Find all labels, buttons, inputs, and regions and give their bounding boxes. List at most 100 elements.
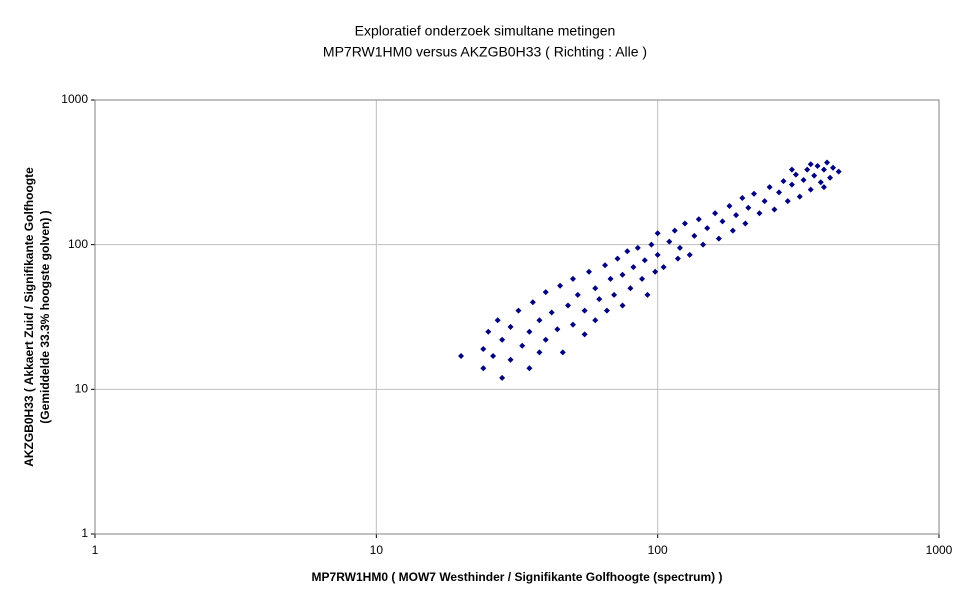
- data-point: [542, 289, 549, 296]
- data-point: [536, 349, 543, 356]
- data-point: [742, 220, 749, 227]
- data-point: [820, 166, 827, 173]
- data-point: [691, 232, 698, 239]
- data-point: [686, 251, 693, 258]
- y-tick-label: 10: [75, 382, 89, 396]
- data-point: [666, 238, 673, 245]
- data-point: [480, 365, 487, 372]
- data-point: [574, 291, 581, 298]
- data-point: [592, 317, 599, 324]
- data-point: [614, 255, 621, 262]
- data-point: [719, 218, 726, 225]
- data-point: [704, 225, 711, 232]
- data-point: [624, 248, 631, 255]
- data-point: [519, 342, 526, 349]
- data-point: [559, 349, 566, 356]
- data-point: [824, 159, 831, 166]
- x-tick-label: 100: [648, 543, 668, 557]
- data-point: [585, 268, 592, 275]
- y-tick-label: 1: [81, 526, 88, 540]
- y-axis-title: AKZGB0H33 ( Akkaert Zuid / Signifikante …: [22, 167, 36, 467]
- data-point: [671, 227, 678, 234]
- data-point: [788, 166, 795, 173]
- data-point: [529, 299, 536, 306]
- data-point: [751, 190, 758, 197]
- data-point: [581, 307, 588, 314]
- data-point: [607, 275, 614, 282]
- data-point: [490, 352, 497, 359]
- x-tick-label: 10: [370, 543, 384, 557]
- data-point: [499, 374, 506, 381]
- y-axis-title: (Gemiddelde 33.3% hoogste golven) ): [38, 210, 52, 423]
- data-point: [639, 275, 646, 282]
- data-point: [827, 174, 834, 181]
- plot-border: [94, 99, 940, 535]
- data-point: [807, 186, 814, 193]
- data-point: [695, 216, 702, 223]
- data-point: [766, 184, 773, 191]
- x-tick-label: 1000: [926, 543, 953, 557]
- data-point: [796, 193, 803, 200]
- y-tick-label: 100: [68, 237, 88, 251]
- data-point: [771, 206, 778, 213]
- data-point: [480, 346, 487, 353]
- data-point: [792, 171, 799, 178]
- data-point: [619, 302, 626, 309]
- data-point: [611, 291, 618, 298]
- data-point: [788, 181, 795, 188]
- data-point: [564, 302, 571, 309]
- data-point: [630, 264, 637, 271]
- data-point: [676, 244, 683, 251]
- data-point: [784, 198, 791, 205]
- data-point: [548, 309, 555, 316]
- data-point: [820, 184, 827, 191]
- data-point: [581, 331, 588, 338]
- data-point: [596, 296, 603, 303]
- data-point: [542, 336, 549, 343]
- data-point: [554, 326, 561, 333]
- data-point: [780, 178, 787, 185]
- data-point: [644, 291, 651, 298]
- x-tick-label: 1: [92, 543, 99, 557]
- data-point: [745, 204, 752, 211]
- x-axis-title: MP7RW1HM0 ( MOW7 Westhinder / Signifikan…: [312, 570, 723, 584]
- data-point: [485, 328, 492, 335]
- data-point: [807, 161, 814, 168]
- data-point: [569, 275, 576, 282]
- data-point: [494, 317, 501, 324]
- data-point: [652, 268, 659, 275]
- data-point: [569, 321, 576, 328]
- data-point: [681, 220, 688, 227]
- data-point: [536, 317, 543, 324]
- data-point: [739, 195, 746, 202]
- data-point: [712, 210, 719, 217]
- y-tick-label: 1000: [61, 92, 88, 106]
- data-point: [804, 166, 811, 173]
- data-point: [592, 285, 599, 292]
- data-point: [800, 176, 807, 183]
- data-point: [557, 282, 564, 289]
- data-point: [619, 271, 626, 278]
- data-point: [515, 307, 522, 314]
- data-point: [634, 244, 641, 251]
- chart-subtitle: MP7RW1HM0 versus AKZGB0H33 ( Richting : …: [323, 44, 647, 60]
- data-point: [648, 241, 655, 248]
- data-point: [817, 179, 824, 186]
- data-point: [776, 189, 783, 196]
- data-point: [700, 241, 707, 248]
- data-point: [835, 168, 842, 175]
- data-point: [674, 255, 681, 262]
- chart-title: Exploratief onderzoek simultane metingen: [355, 23, 616, 39]
- data-point: [814, 162, 821, 169]
- data-point: [811, 172, 818, 179]
- data-point: [507, 323, 514, 330]
- data-point: [458, 352, 465, 359]
- data-point: [627, 285, 634, 292]
- data-point: [830, 164, 837, 171]
- data-point: [602, 262, 609, 269]
- data-point: [733, 212, 740, 219]
- data-point: [761, 198, 768, 205]
- data-point: [526, 328, 533, 335]
